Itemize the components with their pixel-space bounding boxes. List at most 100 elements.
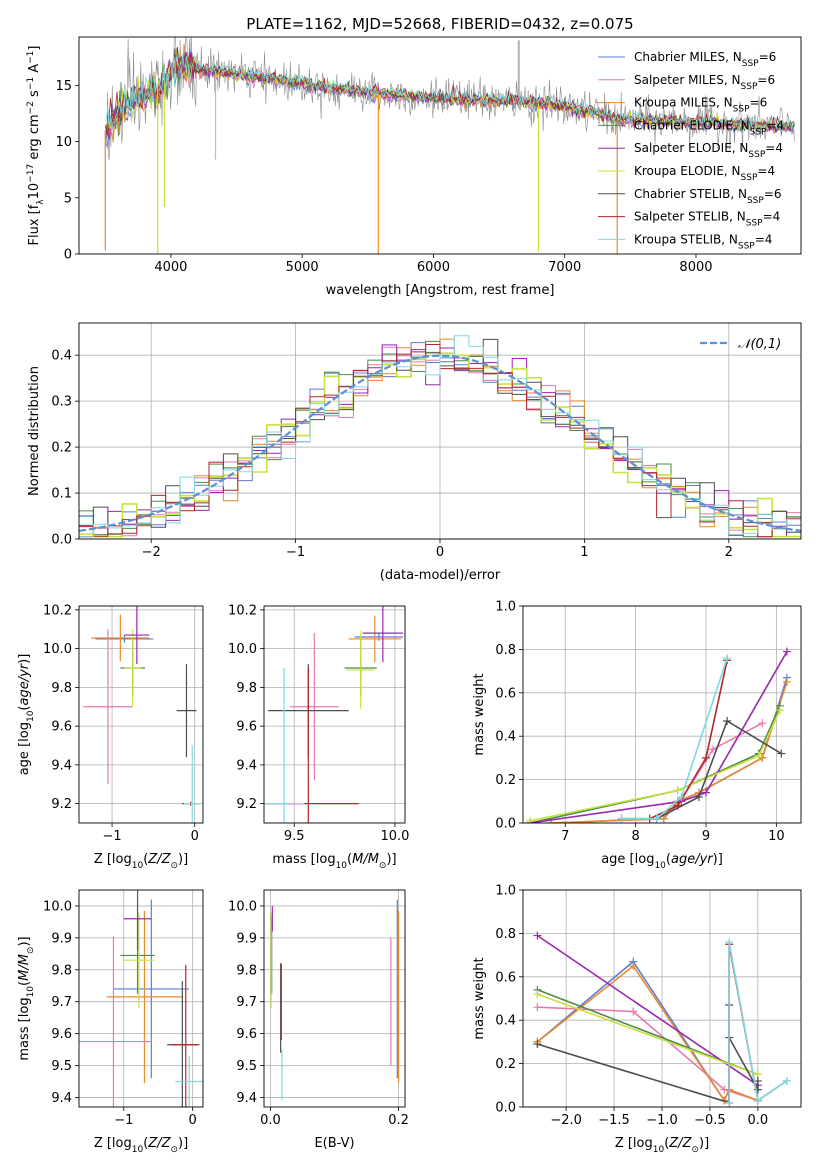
x-tick-label: 0 [436,545,444,560]
weight-marker [782,647,791,656]
weight-series [526,701,784,823]
errorbar-point [290,633,339,781]
legend-label-part: SSP [741,82,758,92]
x-axis-label: mass [log10(M/M⊙)] [272,852,396,871]
y-tick-label: 0.0 [51,533,72,548]
weight-series [526,706,784,823]
x-axis-label-part: age [log [601,852,654,867]
weight-marker [673,786,682,795]
y-tick-label: 0.2 [495,1057,516,1072]
x-axis-label-part: )] [699,1136,709,1151]
observed-spectrum [105,37,795,161]
weight-vs-metallicity-panel: −2.0 −1.5 −1.0 −0.5 0.0 0.0 0.2 0.4 0.6 0.8 1.0 Z [… [472,884,802,1155]
weight-marker [725,938,734,947]
legend-label-part: =4 [766,118,784,132]
x-axis-label-part: M/M [352,852,379,867]
y-tick-label: 9.8 [236,681,257,696]
x-tick-label: 2 [725,545,733,560]
weight-marker [758,719,767,728]
x-axis-label-part: ⊙ [170,1145,178,1155]
x-axis-label: Z [log10(Z/Z⊙)] [94,1136,188,1155]
x-axis-label-part: ( [143,1136,148,1151]
legend-label: Chabrier MILES, NSSP=6 [634,50,776,69]
y-tick-label: 9.2 [51,797,72,812]
y-axis-label-part: )] [17,936,32,946]
x-tick-label: 0.0 [748,1113,769,1128]
x-tick-label: 7 [561,829,569,844]
y-axis-label-part: mass [log [17,997,32,1060]
errorbar-point [123,890,152,951]
x-axis-label-part: 10 [132,861,144,871]
x-tick-label: −1 [114,1113,133,1128]
y-axis-label-part: −1 [26,77,36,90]
y-tick-label: 9.6 [51,1027,72,1042]
legend-label-part: Chabrier STELIB, N [634,187,747,201]
errorbar-point [91,614,150,662]
weight-series [526,647,791,823]
y-tick-label: 9.6 [51,720,72,735]
legend-label-part: SSP [747,196,764,206]
x-tick-label: 0 [191,829,199,844]
x-axis-label: Z [log10(Z/Z⊙)] [615,1136,709,1155]
y-axis-label-part: age [log [17,722,32,775]
age-vs-mass-panel: 9.5 10.0 9.2 9.4 9.6 9.8 10.0 10.2 mass [log10(M… [228,603,409,871]
plot-area [270,899,400,1101]
y-axis-label-part: −1 [26,51,36,64]
legend-label-part: SSP [748,150,765,160]
x-tick-label: −1 [102,829,121,844]
y-tick-label: 10.2 [228,603,257,618]
x-axis-label: (data-model)/error [380,568,501,583]
legend-label-part: SSP [750,127,767,137]
axes-frame [522,605,802,824]
y-axis-label: Normed distribution [27,366,42,496]
y-tick-label: 9.4 [236,1091,257,1106]
x-axis-label-part: Z/Z [147,852,171,867]
y-tick-label: 9.8 [51,681,72,696]
weight-marker [533,1003,542,1012]
y-tick-label: 5 [64,191,72,206]
weight-line [551,722,763,823]
weight-marker [775,706,784,715]
legend-label-part: Chabrier ELODIE, N [634,118,750,132]
y-axis-label-part: ] [27,46,42,51]
weight-series [533,931,762,1090]
y-tick-label: 9.9 [51,931,72,946]
y-tick-label: 10.0 [228,642,257,657]
y-axis-label: mass weight [472,673,487,755]
weight-line [551,681,788,823]
legend-label-part: Kroupa ELODIE, N [634,164,741,178]
weight-series [533,990,762,1079]
legend-label-part: SSP [733,105,750,115]
x-tick-label: 4000 [154,260,187,275]
x-tick-label: 0.0 [260,1113,281,1128]
errorbar-point [354,633,403,641]
y-axis-label: age [log10(age/yr)] [17,654,36,776]
weight-marker [533,931,542,940]
errorbar-point [123,912,155,1009]
ticks: −2 −1 0 1 2 0.0 0.1 0.2 0.3 0.4 [51,349,733,560]
y-axis-label-part: Flux [f [27,204,42,245]
errorbar-point [175,1055,203,1107]
y-axis-label-part: age/yr [17,662,32,705]
legend-label: Salpeter MILES, NSSP=6 [634,73,775,92]
axes-frame [78,605,204,824]
y-tick-label: 9.2 [236,797,257,812]
x-axis-label-part: 10 [653,1145,665,1155]
x-axis-label-part: E(B-V) [314,1136,354,1151]
x-tick-label: 8 [631,829,639,844]
x-axis-label-part: )] [713,852,723,867]
legend-label-part: =6 [759,50,777,64]
y-tick-label: 0 [64,248,72,263]
y-tick-label: 1.0 [495,884,516,899]
errorbar-point [348,615,401,663]
ticks: −1 0 9.2 9.4 9.6 9.8 10.0 10.2 [43,603,199,844]
x-axis-label: E(B-V) [314,1136,354,1151]
legend-label-part: SSP [741,173,758,183]
legend-label-part: Salpeter STELIB, N [634,210,746,224]
x-axis-label-part: ( [664,1136,669,1151]
weight-marker [659,814,668,823]
weight-marker [701,753,710,762]
errorbar-point [95,635,154,643]
y-axis-label-part: λ [36,199,46,205]
